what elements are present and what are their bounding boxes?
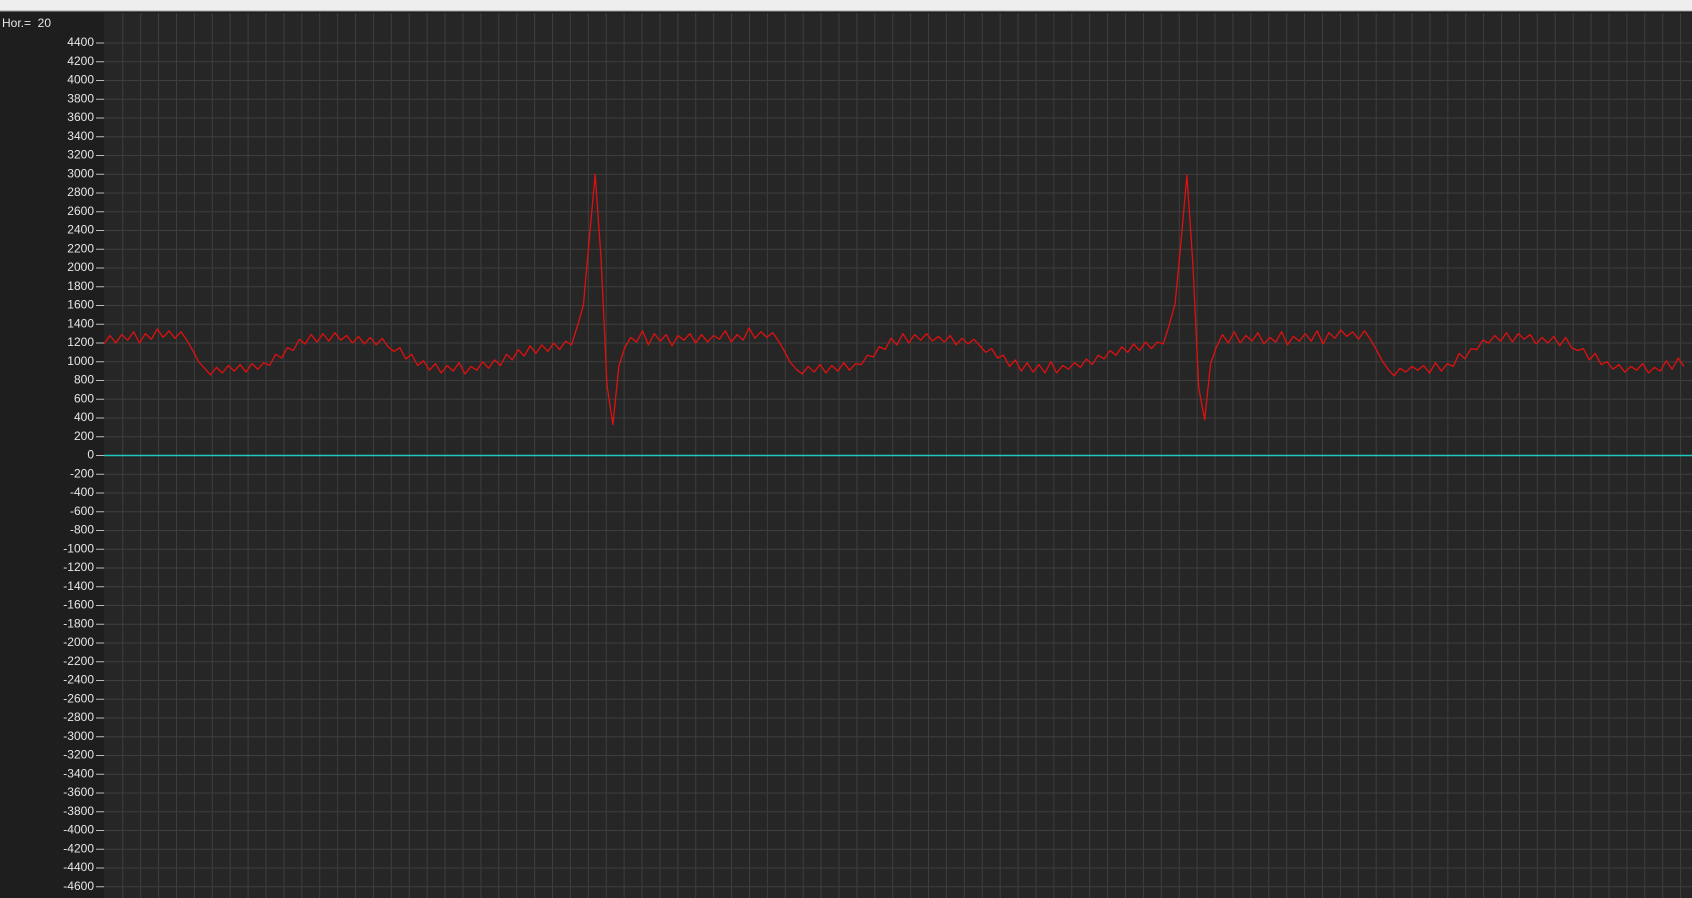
- y-tick-label: 1800: [67, 279, 94, 293]
- y-tick-label: 4200: [67, 54, 94, 68]
- y-tick-label: -3600: [63, 785, 94, 799]
- y-tick-label: 0: [87, 448, 94, 462]
- y-tick-label: -4200: [63, 841, 94, 855]
- y-tick-label: 1400: [67, 316, 94, 330]
- y-tick-label: 200: [74, 429, 94, 443]
- y-tick-label: -3800: [63, 804, 94, 818]
- y-tick-label: -2000: [63, 635, 94, 649]
- y-tick-label: 3400: [67, 129, 94, 143]
- y-tick-label: -4000: [63, 823, 94, 837]
- y-tick-label: -1800: [63, 616, 94, 630]
- y-tick-label: -600: [70, 504, 94, 518]
- y-tick-label: 3600: [67, 110, 94, 124]
- y-tick-label: -1600: [63, 598, 94, 612]
- y-tick-label: -200: [70, 466, 94, 480]
- y-tick-label: -3000: [63, 729, 94, 743]
- y-tick-label: -800: [70, 523, 94, 537]
- y-tick-label: 3000: [67, 166, 94, 180]
- y-tick-label: -3400: [63, 766, 94, 780]
- y-tick-label: 800: [74, 373, 94, 387]
- hor-label: Hor.= 20: [2, 16, 51, 30]
- y-tick-label: 1600: [67, 298, 94, 312]
- y-tick-label: 2200: [67, 241, 94, 255]
- y-tick-label: 4400: [67, 35, 94, 49]
- y-tick-label: -2200: [63, 654, 94, 668]
- y-tick-label: -4600: [63, 879, 94, 893]
- y-tick-label: 3800: [67, 91, 94, 105]
- y-tick-label: -2400: [63, 673, 94, 687]
- y-tick-label: -1400: [63, 579, 94, 593]
- y-tick-label: -2800: [63, 710, 94, 724]
- y-tick-label: 2600: [67, 204, 94, 218]
- y-tick-label: 600: [74, 391, 94, 405]
- y-tick-label: 3200: [67, 148, 94, 162]
- signal-line: [103, 173, 1685, 426]
- y-tick-label: -1000: [63, 541, 94, 555]
- y-tick-label: 2000: [67, 260, 94, 274]
- y-tick-label: 2400: [67, 223, 94, 237]
- y-tick-label: -4400: [63, 860, 94, 874]
- y-tick-label: 4000: [67, 73, 94, 87]
- y-tick-label: -400: [70, 485, 94, 499]
- y-tick-label: -1200: [63, 560, 94, 574]
- top-bar: [0, 0, 1692, 11]
- y-tick-label: 2800: [67, 185, 94, 199]
- y-tick-label: -3200: [63, 748, 94, 762]
- y-tick-label: 400: [74, 410, 94, 424]
- y-tick-label: 1000: [67, 354, 94, 368]
- y-tick-label: 1200: [67, 335, 94, 349]
- y-tick-label: -2600: [63, 691, 94, 705]
